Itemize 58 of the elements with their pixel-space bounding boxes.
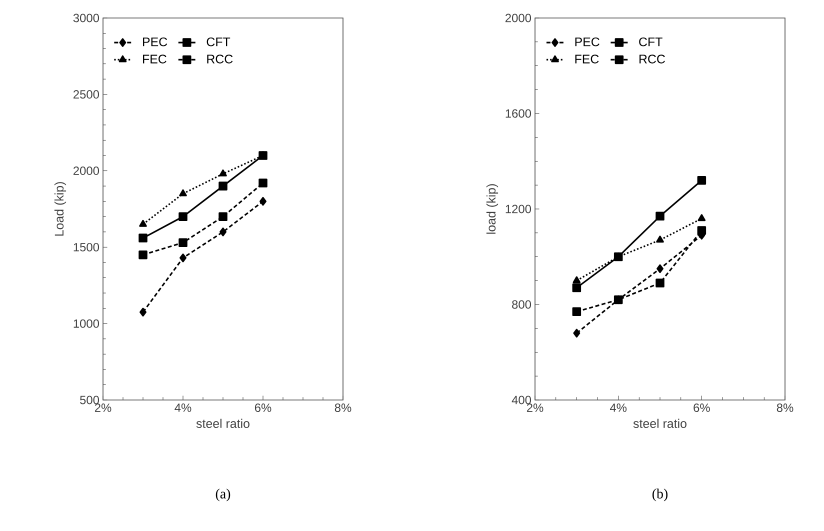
point bbox=[573, 328, 580, 338]
legend-label: FEC bbox=[143, 54, 166, 64]
point bbox=[572, 283, 582, 292]
point bbox=[656, 264, 664, 274]
y-tick-label: 500 bbox=[80, 396, 100, 404]
point bbox=[140, 308, 146, 317]
point bbox=[178, 212, 188, 222]
x-axis-title: steel ratio bbox=[633, 418, 686, 428]
point bbox=[220, 228, 226, 236]
legend-label: FEC bbox=[575, 54, 599, 64]
point bbox=[138, 234, 148, 242]
y-tick-label: 400 bbox=[512, 396, 532, 404]
point bbox=[258, 178, 268, 188]
y-tick-label: 1200 bbox=[506, 204, 532, 214]
point bbox=[138, 250, 148, 260]
legend-label: PEC bbox=[575, 37, 600, 46]
y-axis-title: Load (kip) bbox=[54, 182, 66, 236]
point bbox=[697, 176, 706, 185]
point bbox=[219, 169, 227, 176]
legend-label: PEC bbox=[143, 37, 168, 46]
y-axis-title: load (kip) bbox=[486, 184, 498, 234]
point bbox=[656, 236, 664, 243]
y-tick-label: 1000 bbox=[74, 319, 100, 328]
point bbox=[218, 182, 228, 190]
legend-label: RCC bbox=[640, 54, 665, 64]
legend-label: CFT bbox=[206, 37, 230, 46]
point bbox=[656, 278, 664, 288]
point bbox=[139, 220, 147, 227]
point bbox=[260, 196, 266, 206]
y-tick-label: 1600 bbox=[506, 109, 532, 118]
point bbox=[572, 276, 581, 284]
point bbox=[179, 189, 187, 196]
point bbox=[180, 253, 186, 262]
x-tick-label: 8% bbox=[776, 404, 794, 412]
x-tick-label: 2% bbox=[526, 404, 544, 412]
x-tick-label: 6% bbox=[254, 404, 272, 412]
legend-label: CFT bbox=[639, 37, 662, 46]
point bbox=[178, 238, 188, 247]
y-tick-label: 2500 bbox=[73, 90, 100, 99]
text: (b) bbox=[652, 488, 668, 502]
y-tick-label: 2000 bbox=[73, 166, 100, 176]
y-tick-label: 3000 bbox=[73, 14, 100, 22]
x-axis-title: steel ratio bbox=[196, 418, 250, 428]
point bbox=[218, 212, 228, 222]
x-tick-label: 8% bbox=[334, 404, 352, 412]
point bbox=[572, 307, 582, 316]
x-tick-label: 4% bbox=[610, 404, 627, 412]
y-tick-label: 2000 bbox=[505, 14, 532, 22]
text: (a) bbox=[216, 488, 230, 502]
legend-label: RCC bbox=[207, 54, 233, 64]
y-tick-label: 800 bbox=[512, 300, 532, 309]
x-tick-label: 4% bbox=[174, 404, 192, 412]
point bbox=[697, 226, 706, 235]
y-tick-label: 1500 bbox=[74, 242, 100, 252]
point bbox=[698, 214, 706, 222]
point bbox=[656, 212, 664, 221]
x-tick-label: 2% bbox=[94, 404, 112, 412]
x-tick-label: 6% bbox=[694, 404, 710, 412]
